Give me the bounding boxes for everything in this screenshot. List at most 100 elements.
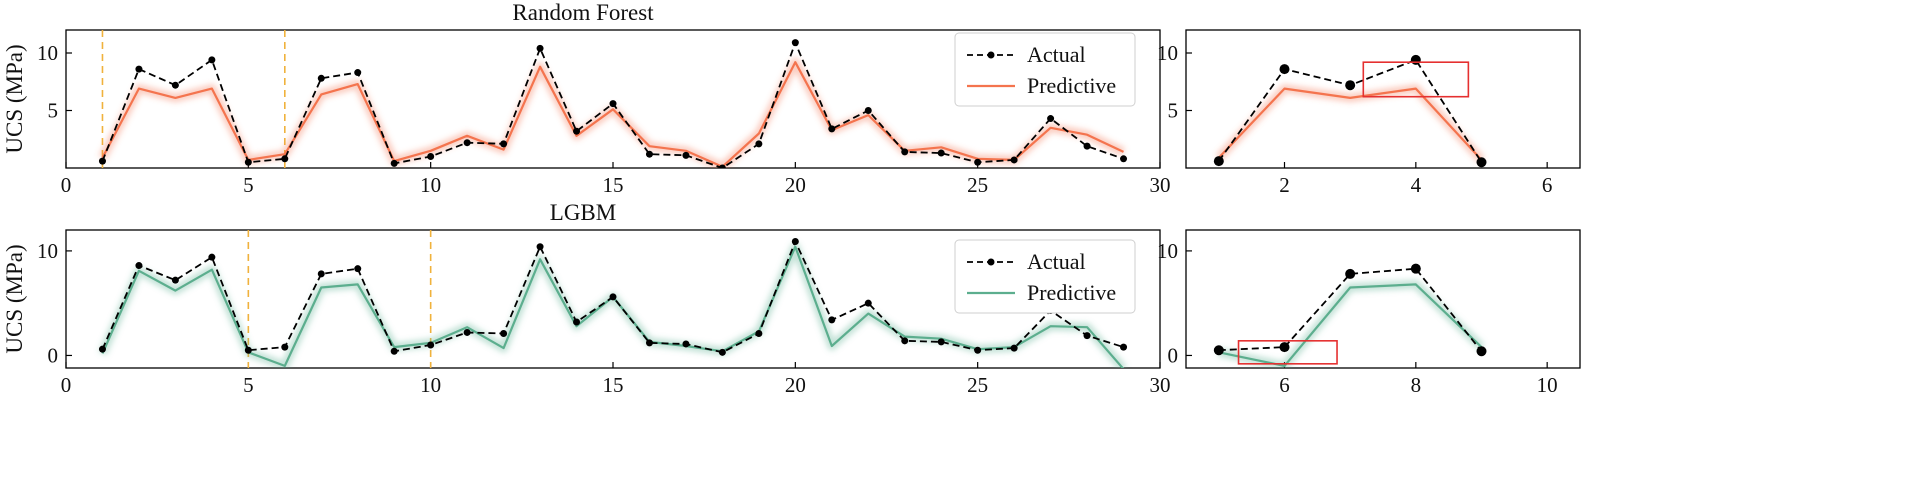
y-tick-label: 10 bbox=[1157, 239, 1178, 263]
predictive-line bbox=[1218, 87, 1483, 161]
actual-point bbox=[1083, 332, 1091, 340]
actual-point bbox=[1345, 80, 1356, 91]
y-tick-label: 5 bbox=[48, 99, 59, 123]
y-tick-label: 0 bbox=[48, 343, 59, 367]
actual-point bbox=[828, 316, 836, 324]
actual-point bbox=[864, 107, 872, 114]
actual-point bbox=[317, 74, 325, 82]
actual-point bbox=[1010, 156, 1018, 164]
legend-predictive-label: Predictive bbox=[1027, 280, 1116, 305]
axes-frame bbox=[1185, 29, 1581, 169]
chart-title: LGBM bbox=[550, 200, 616, 225]
actual-point bbox=[208, 253, 216, 261]
actual-point bbox=[1120, 343, 1128, 351]
x-tick-label: 25 bbox=[967, 373, 988, 397]
actual-point bbox=[937, 149, 945, 157]
actual-point bbox=[244, 346, 252, 354]
actual-point bbox=[682, 340, 690, 348]
series-predictive bbox=[1215, 84, 1485, 163]
series-actual bbox=[1213, 263, 1487, 357]
legend-box bbox=[954, 239, 1136, 314]
actual-point bbox=[573, 127, 581, 135]
legend: Actual Predictive bbox=[954, 239, 1136, 314]
legend-actual-marker bbox=[987, 258, 995, 266]
x-tick-label: 8 bbox=[1411, 373, 1422, 397]
x-tick-label: 4 bbox=[1411, 173, 1422, 197]
x-tick-label: 15 bbox=[603, 373, 624, 397]
chart-title: Random Forest bbox=[512, 0, 654, 25]
actual-point bbox=[1476, 157, 1487, 168]
legend-actual-marker bbox=[987, 51, 995, 59]
actual-point bbox=[500, 140, 508, 148]
actual-point bbox=[974, 158, 982, 166]
predictive-glow bbox=[1217, 279, 1485, 368]
actual-point bbox=[755, 140, 763, 148]
actual-point bbox=[135, 65, 143, 73]
actual-point bbox=[828, 125, 836, 133]
axes-frame bbox=[1185, 229, 1581, 369]
actual-point bbox=[609, 100, 617, 108]
actual-point bbox=[171, 81, 179, 89]
actual-point bbox=[281, 155, 289, 163]
series-predictive bbox=[1217, 279, 1485, 368]
actual-point bbox=[1010, 344, 1018, 352]
actual-point bbox=[974, 346, 982, 354]
actual-point bbox=[1345, 268, 1356, 279]
actual-point bbox=[536, 44, 544, 52]
actual-point bbox=[390, 159, 398, 167]
actual-point bbox=[718, 348, 726, 356]
actual-point bbox=[682, 151, 690, 159]
x-tick-label: 30 bbox=[1150, 173, 1171, 197]
x-tick-label: 5 bbox=[243, 173, 254, 197]
series-actual bbox=[98, 238, 1128, 356]
y-tick-label: 5 bbox=[1168, 99, 1179, 123]
legend-box bbox=[954, 32, 1136, 107]
actual-point bbox=[281, 343, 289, 351]
x-tick-label: 20 bbox=[785, 173, 806, 197]
actual-point bbox=[1213, 156, 1224, 167]
y-tick-label: 10 bbox=[37, 239, 58, 263]
actual-point bbox=[1213, 345, 1224, 356]
actual-point bbox=[354, 69, 362, 77]
x-tick-label: 25 bbox=[967, 173, 988, 197]
actual-point bbox=[937, 338, 945, 346]
actual-point bbox=[98, 157, 106, 165]
x-tick-label: 10 bbox=[420, 373, 441, 397]
x-tick-label: 0 bbox=[61, 173, 72, 197]
x-tick-label: 0 bbox=[61, 373, 72, 397]
series-actual bbox=[98, 39, 1128, 168]
x-tick-label: 6 bbox=[1279, 373, 1290, 397]
y-tick-label: 0 bbox=[1168, 343, 1179, 367]
legend-actual-label: Actual bbox=[1027, 42, 1086, 67]
highlight-box bbox=[1362, 61, 1470, 98]
actual-point bbox=[317, 270, 325, 278]
actual-point bbox=[1410, 263, 1421, 274]
chart-panel-2: 0 5 10 15 20 25 30 0 10 LGBM UCS (MPa) Actual Predic… bbox=[2, 200, 1171, 397]
actual-point bbox=[791, 238, 799, 245]
actual-point bbox=[98, 345, 106, 353]
actual-point bbox=[1047, 115, 1055, 123]
actual-point bbox=[244, 158, 252, 166]
actual-point bbox=[208, 56, 216, 64]
actual-point bbox=[463, 139, 471, 147]
actual-point bbox=[135, 262, 143, 270]
actual-point bbox=[427, 341, 435, 349]
x-tick-label: 5 bbox=[243, 373, 254, 397]
chart-panel-0: 0 5 10 15 20 25 30 5 10 Random Forest UCS (MPa) Act… bbox=[2, 0, 1171, 197]
x-tick-label: 2 bbox=[1279, 173, 1290, 197]
legend-predictive-label: Predictive bbox=[1027, 73, 1116, 98]
predictive-line bbox=[1218, 283, 1483, 367]
x-tick-label: 6 bbox=[1542, 173, 1553, 197]
actual-point bbox=[390, 347, 398, 355]
actual-point bbox=[1279, 342, 1290, 353]
actual-point bbox=[718, 164, 726, 168]
actual-point bbox=[1120, 155, 1128, 163]
actual-line bbox=[1218, 267, 1483, 352]
legend: Actual Predictive bbox=[954, 32, 1136, 107]
actual-point bbox=[573, 318, 581, 326]
actual-point bbox=[864, 299, 872, 307]
x-tick-label: 10 bbox=[1537, 373, 1558, 397]
actual-point bbox=[500, 330, 508, 337]
actual-point bbox=[427, 153, 435, 160]
